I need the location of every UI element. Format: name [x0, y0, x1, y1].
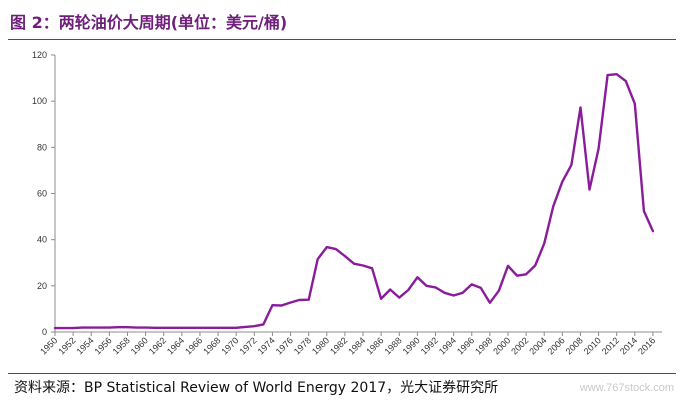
y-tick-label: 40	[37, 235, 47, 245]
x-tick-label: 1958	[111, 335, 132, 356]
x-tick-label: 1988	[382, 335, 403, 356]
x-tick-label: 2002	[509, 335, 530, 356]
x-tick-label: 1984	[346, 335, 367, 356]
source-note: 资料来源：BP Statistical Review of World Ener…	[14, 380, 499, 396]
y-tick-label: 0	[42, 327, 47, 337]
x-tick-label: 1998	[473, 335, 494, 356]
x-tick-label: 2010	[582, 335, 603, 356]
watermark: www.767stock.com	[579, 382, 674, 394]
x-tick-label: 2000	[491, 335, 512, 356]
x-tick-label: 2006	[546, 335, 567, 356]
chart-axes	[54, 55, 662, 333]
x-tick-label: 1950	[38, 335, 59, 356]
x-tick-label: 1994	[437, 335, 458, 356]
footer-divider	[8, 373, 676, 374]
x-tick-label: 1960	[129, 335, 150, 356]
line-chart: 0 20 40 60 80 100 120 195019521954195619581960…	[32, 50, 662, 357]
x-tick-label: 1982	[328, 335, 349, 356]
x-tick-label: 1970	[219, 335, 240, 356]
x-tick-label: 1992	[419, 335, 440, 356]
x-tick-label: 1974	[256, 335, 277, 356]
y-tick-label: 80	[37, 142, 47, 152]
x-tick-label: 2014	[618, 335, 639, 356]
y-axis-ticks: 0 20 40 60 80 100 120	[32, 50, 55, 337]
x-tick-label: 1952	[56, 335, 77, 356]
y-tick-label: 120	[32, 50, 47, 60]
x-tick-label: 2012	[600, 335, 621, 356]
x-tick-label: 2004	[527, 335, 548, 356]
y-tick-label: 100	[32, 96, 47, 106]
x-tick-label: 1964	[165, 335, 186, 356]
x-tick-label: 1972	[237, 335, 258, 356]
chart-title: 图 2：两轮油价大周期(单位：美元/桶)	[10, 13, 288, 32]
x-tick-label: 1990	[401, 335, 422, 356]
x-tick-label: 1954	[74, 335, 95, 356]
x-tick-label: 2016	[636, 335, 657, 356]
x-tick-label: 1966	[183, 335, 204, 356]
x-tick-label: 1978	[292, 335, 313, 356]
x-tick-label: 1976	[274, 335, 295, 356]
x-tick-label: 1986	[364, 335, 385, 356]
series-group	[53, 72, 655, 330]
x-tick-label: 1996	[455, 335, 476, 356]
x-tick-label: 2008	[564, 335, 585, 356]
x-tick-label: 1980	[310, 335, 331, 356]
x-tick-label: 1968	[201, 335, 222, 356]
x-tick-label: 1962	[147, 335, 168, 356]
x-axis-ticks: 1950195219541956195819601962196419661968…	[38, 332, 657, 357]
y-tick-label: 60	[37, 189, 47, 199]
x-tick-label: 1956	[93, 335, 114, 356]
y-tick-label: 20	[37, 281, 47, 291]
title-divider	[8, 39, 676, 40]
series-line-oil-price	[53, 72, 655, 330]
